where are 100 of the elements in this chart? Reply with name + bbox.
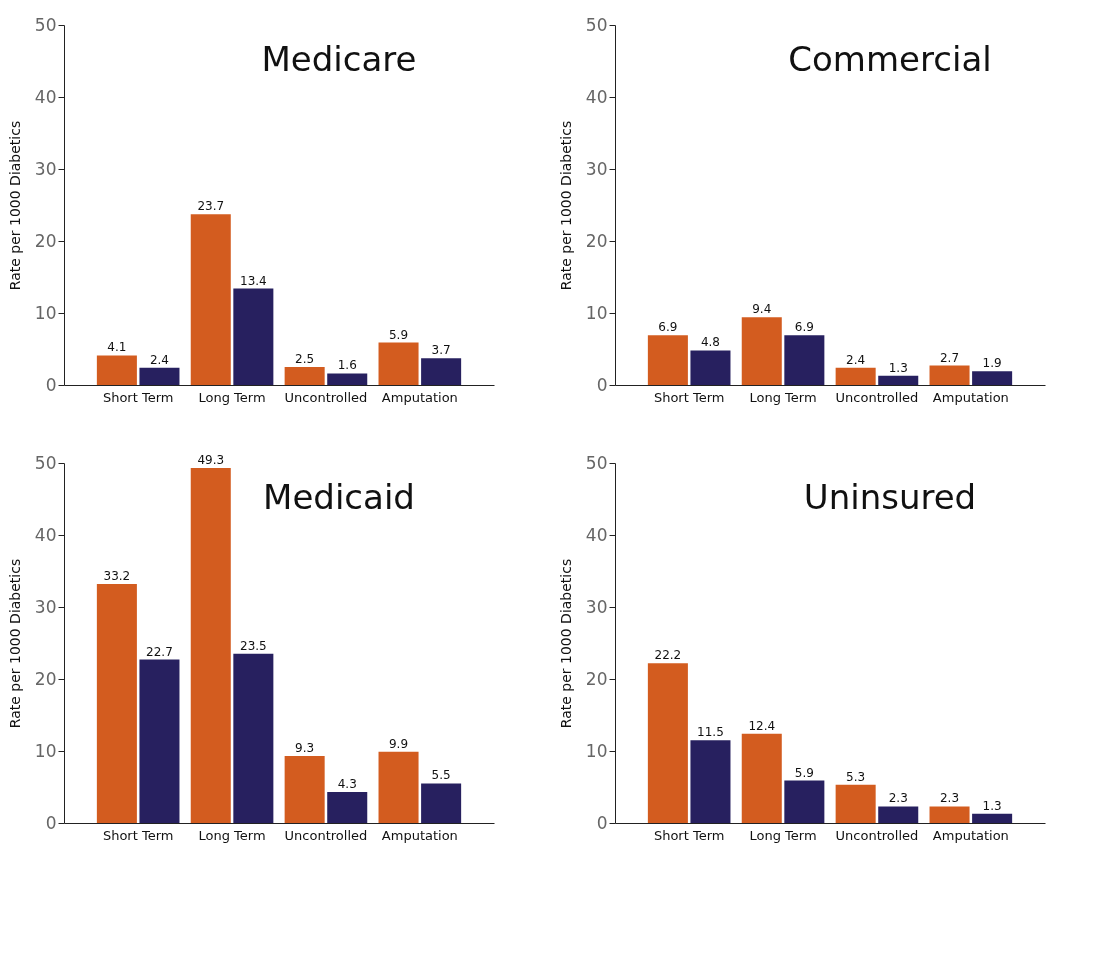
bar bbox=[378, 751, 419, 823]
chart-title: Medicaid bbox=[263, 477, 415, 517]
data-label: 2.5 bbox=[295, 352, 315, 366]
data-label: 5.9 bbox=[794, 765, 814, 780]
data-label: 4.8 bbox=[700, 335, 721, 350]
bar bbox=[190, 214, 231, 385]
data-label: 6.9 bbox=[794, 320, 814, 335]
data-label: 1.3 bbox=[888, 360, 908, 375]
y-axis-title: Rate per 1000 Diabetics bbox=[6, 558, 23, 729]
y-tick-label: 50 bbox=[34, 14, 57, 35]
data-label: 33.2 bbox=[103, 568, 131, 583]
data-label: 23.7 bbox=[197, 199, 225, 214]
bar bbox=[835, 367, 876, 385]
bar bbox=[190, 468, 231, 823]
data-label: 2.4 bbox=[149, 352, 170, 367]
data-label: 49.3 bbox=[197, 453, 225, 468]
bar bbox=[96, 583, 137, 823]
y-tick-label: 10 bbox=[585, 740, 608, 761]
data-label: 9.3 bbox=[295, 741, 315, 756]
bar bbox=[784, 780, 825, 823]
data-label: 1.9 bbox=[982, 356, 1002, 371]
bar bbox=[784, 335, 825, 385]
x-tick-label: Long Term bbox=[749, 389, 817, 405]
data-label: 9.9 bbox=[388, 736, 409, 751]
y-tick-label: 50 bbox=[585, 452, 608, 473]
x-tick-label: Short Term bbox=[102, 827, 174, 843]
bar bbox=[929, 806, 970, 823]
data-label: 23.5 bbox=[239, 638, 267, 653]
y-tick-label: 50 bbox=[34, 452, 57, 473]
bar bbox=[878, 806, 919, 823]
x-tick-label: Amputation bbox=[932, 827, 1009, 843]
bar bbox=[139, 659, 180, 823]
data-label: 3.7 bbox=[431, 343, 451, 358]
bar bbox=[972, 813, 1013, 823]
y-tick-label: 40 bbox=[34, 86, 57, 107]
data-label: 4.3 bbox=[337, 777, 357, 792]
bar bbox=[284, 367, 325, 385]
x-tick-label: Long Term bbox=[198, 827, 266, 843]
y-axis-title: Rate per 1000 Diabetics bbox=[557, 558, 574, 729]
chart-title: Medicare bbox=[261, 39, 417, 79]
y-tick-label: 10 bbox=[34, 740, 57, 761]
bar bbox=[878, 375, 919, 385]
bar bbox=[327, 792, 368, 823]
data-label: 9.4 bbox=[752, 302, 772, 317]
y-tick-label: 20 bbox=[34, 668, 57, 689]
bar bbox=[835, 784, 876, 823]
chart-title: Commercial bbox=[788, 39, 992, 79]
bar bbox=[378, 342, 419, 385]
data-label: 13.4 bbox=[239, 273, 267, 288]
y-tick-label: 10 bbox=[585, 302, 608, 323]
bar bbox=[741, 317, 782, 385]
y-tick-label: 50 bbox=[585, 14, 608, 35]
x-tick-label: Uncontrolled bbox=[284, 827, 368, 843]
y-tick-label: 30 bbox=[34, 158, 57, 179]
data-label: 1.3 bbox=[982, 798, 1002, 813]
data-label: 5.9 bbox=[388, 327, 409, 342]
data-label: 22.7 bbox=[146, 644, 173, 659]
data-label: 2.7 bbox=[939, 350, 960, 365]
y-tick-label: 20 bbox=[585, 230, 608, 251]
chart-title: Uninsured bbox=[803, 477, 977, 517]
x-tick-label: Short Term bbox=[102, 389, 174, 405]
data-label: 11.5 bbox=[697, 725, 724, 740]
bar bbox=[327, 373, 368, 385]
y-tick-label: 0 bbox=[596, 812, 608, 833]
bar bbox=[233, 288, 274, 385]
data-label: 22.2 bbox=[654, 648, 682, 663]
data-label: 12.4 bbox=[748, 718, 776, 733]
y-tick-label: 0 bbox=[45, 374, 57, 395]
data-label: 6.9 bbox=[658, 320, 678, 335]
y-tick-label: 40 bbox=[585, 86, 608, 107]
bar bbox=[421, 358, 462, 385]
data-label: 2.4 bbox=[846, 352, 866, 367]
bar bbox=[421, 783, 462, 823]
y-tick-label: 10 bbox=[34, 302, 57, 323]
x-tick-label: Short Term bbox=[653, 389, 725, 405]
bar bbox=[929, 365, 970, 385]
bar bbox=[139, 367, 180, 385]
bar bbox=[96, 355, 137, 385]
x-tick-label: Uncontrolled bbox=[835, 389, 919, 405]
y-tick-label: 30 bbox=[585, 596, 608, 617]
x-tick-label: Amputation bbox=[381, 827, 458, 843]
data-label: 4.1 bbox=[107, 340, 127, 355]
data-label: 1.6 bbox=[337, 358, 357, 373]
x-tick-label: Amputation bbox=[381, 389, 458, 405]
y-tick-label: 40 bbox=[34, 524, 57, 545]
bar bbox=[741, 733, 782, 823]
bar bbox=[690, 740, 731, 823]
y-tick-label: 20 bbox=[34, 230, 57, 251]
y-tick-label: 20 bbox=[585, 668, 608, 689]
bar bbox=[647, 335, 688, 385]
data-label: 5.3 bbox=[846, 769, 866, 784]
data-label: 2.3 bbox=[888, 791, 908, 806]
x-tick-label: Amputation bbox=[932, 389, 1009, 405]
y-axis-title: Rate per 1000 Diabetics bbox=[6, 120, 23, 291]
bar bbox=[647, 663, 688, 823]
y-axis-title: Rate per 1000 Diabetics bbox=[557, 120, 574, 291]
bar bbox=[233, 653, 274, 823]
bar bbox=[284, 756, 325, 823]
y-tick-label: 40 bbox=[585, 524, 608, 545]
x-tick-label: Uncontrolled bbox=[284, 389, 368, 405]
